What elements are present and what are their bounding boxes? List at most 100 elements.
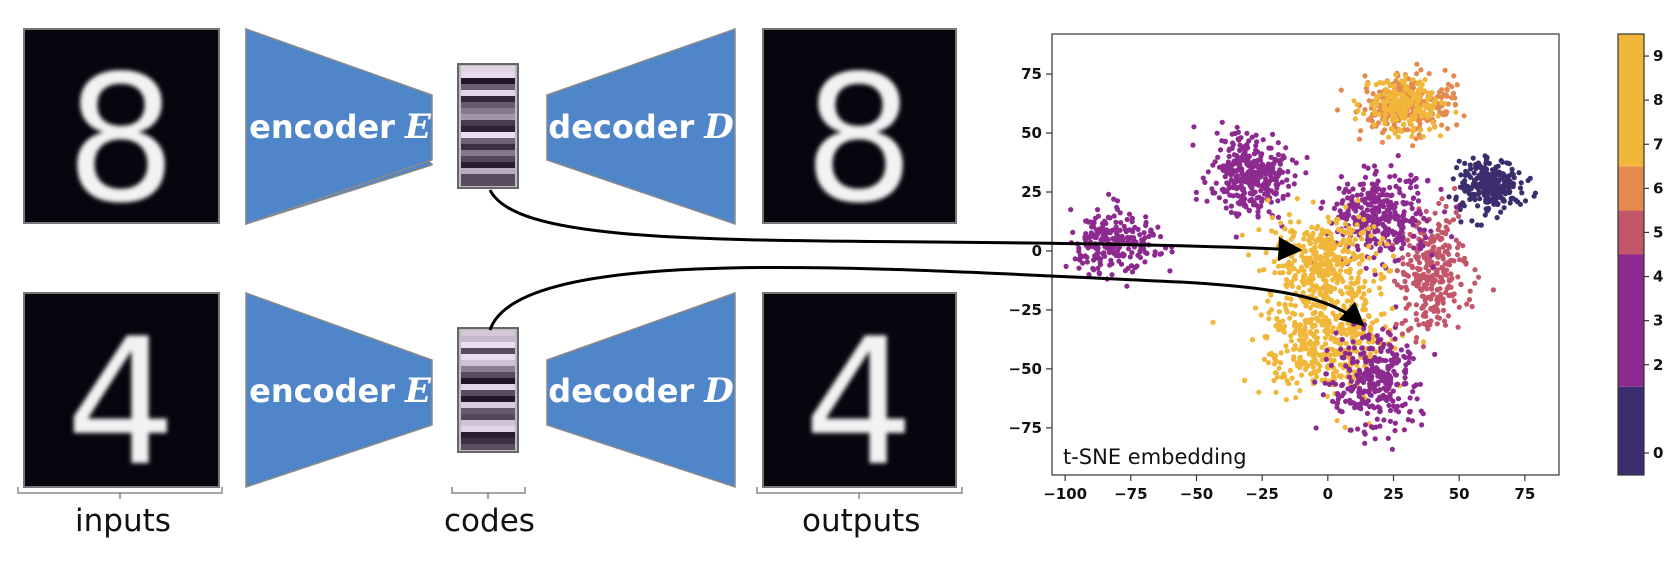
point-digit-5 <box>1413 302 1419 308</box>
point-digit-4 <box>1083 231 1089 237</box>
point-digit-2 <box>1209 186 1215 192</box>
colorbar-tick-label: 2 <box>1653 356 1663 374</box>
point-digit-4 <box>1114 204 1120 210</box>
point-digit-9 <box>1309 235 1315 241</box>
point-digit-0 <box>1478 222 1484 228</box>
point-digit-3 <box>1387 342 1393 348</box>
point-digit-7 <box>1361 111 1367 117</box>
point-digit-9 <box>1366 288 1372 294</box>
point-digit-2 <box>1234 167 1240 173</box>
point-digit-4 <box>1106 249 1112 256</box>
encoder-var-bottom: E <box>404 371 432 411</box>
point-digit-1 <box>1265 360 1271 366</box>
point-digit-5 <box>1440 300 1446 306</box>
point-digit-3 <box>1390 358 1396 364</box>
point-digit-8 <box>1338 174 1344 180</box>
point-digit-8 <box>1341 189 1347 195</box>
encoder-block-bottom: encoder E <box>245 291 433 489</box>
point-digit-5 <box>1436 200 1442 207</box>
point-digit-1 <box>1266 351 1273 357</box>
point-digit-4 <box>1111 196 1117 202</box>
point-digit-1 <box>1319 312 1325 318</box>
point-digit-7 <box>1435 113 1441 119</box>
point-digit-8 <box>1361 163 1367 169</box>
point-digit-9 <box>1337 254 1343 260</box>
code-stripe <box>461 108 515 114</box>
point-digit-1 <box>1301 330 1307 336</box>
point-digit-1 <box>1321 317 1327 323</box>
point-digit-4 <box>1126 246 1132 252</box>
point-digit-2 <box>1275 140 1281 146</box>
point-digit-8 <box>1411 233 1417 239</box>
point-digit-3 <box>1367 374 1373 380</box>
point-digit-3 <box>1385 329 1391 335</box>
point-digit-0 <box>1509 181 1515 187</box>
point-digit-3 <box>1401 368 1407 375</box>
point-digit-9 <box>1338 276 1344 282</box>
point-digit-2 <box>1238 165 1244 171</box>
point-digit-7 <box>1424 114 1430 120</box>
point-digit-4 <box>1142 259 1148 265</box>
y-tick-label: −75 <box>1009 419 1042 437</box>
point-digit-9 <box>1306 260 1313 266</box>
point-digit-0 <box>1446 194 1452 200</box>
point-digit-4 <box>1099 227 1105 233</box>
point-digit-7 <box>1432 124 1438 130</box>
point-digit-5 <box>1466 297 1473 303</box>
point-digit-1 <box>1330 358 1336 364</box>
point-digit-3 <box>1341 355 1347 361</box>
point-digit-9 <box>1332 285 1338 292</box>
point-digit-5 <box>1402 278 1408 284</box>
point-digit-9 <box>1325 240 1331 246</box>
point-digit-1 <box>1308 371 1314 377</box>
point-digit-0 <box>1482 153 1488 159</box>
point-digit-5 <box>1416 267 1422 273</box>
point-digit-7 <box>1385 79 1391 85</box>
point-digit-0 <box>1458 172 1464 178</box>
point-digit-5 <box>1398 284 1404 291</box>
point-digit-1 <box>1297 388 1303 394</box>
point-digit-9 <box>1341 237 1347 243</box>
point-digit-7 <box>1401 121 1407 127</box>
point-digit-8 <box>1392 173 1398 179</box>
point-digit-4 <box>1121 223 1127 229</box>
point-digit-1 <box>1242 377 1248 383</box>
point-digit-4 <box>1124 283 1130 289</box>
point-digit-1 <box>1330 373 1337 380</box>
point-digit-7 <box>1418 127 1424 133</box>
point-digit-6 <box>1461 113 1467 119</box>
code-stripe <box>461 360 515 366</box>
point-digit-1 <box>1292 343 1298 349</box>
point-digit-0 <box>1485 205 1492 211</box>
point-digit-4 <box>1129 269 1136 275</box>
point-digit-9 <box>1340 248 1346 254</box>
point-digit-5 <box>1461 255 1468 261</box>
point-digit-1 <box>1370 320 1376 326</box>
point-digit-9 <box>1296 242 1302 248</box>
point-digit-8 <box>1410 195 1416 201</box>
point-digit-9 <box>1300 290 1306 296</box>
point-digit-5 <box>1407 231 1413 237</box>
point-digit-3 <box>1370 346 1376 352</box>
point-digit-5 <box>1423 208 1429 214</box>
point-digit-8 <box>1395 217 1402 223</box>
point-digit-7 <box>1381 117 1387 123</box>
point-digit-2 <box>1285 192 1291 198</box>
point-digit-4 <box>1137 232 1143 238</box>
point-digit-3 <box>1324 347 1330 353</box>
point-digit-7 <box>1433 97 1439 103</box>
point-digit-6 <box>1362 73 1368 79</box>
point-digit-9 <box>1356 270 1362 276</box>
point-digit-2 <box>1237 142 1243 148</box>
point-digit-6 <box>1449 84 1455 90</box>
point-digit-3 <box>1350 355 1356 362</box>
point-digit-4 <box>1167 268 1173 274</box>
point-digit-2 <box>1291 181 1297 187</box>
point-digit-6 <box>1356 136 1363 142</box>
point-digit-0 <box>1483 157 1489 163</box>
point-digit-4 <box>1144 250 1150 256</box>
point-digit-3 <box>1375 337 1382 343</box>
colorbar-band <box>1618 254 1644 387</box>
point-digit-6 <box>1366 98 1372 104</box>
point-digit-5 <box>1469 303 1475 310</box>
